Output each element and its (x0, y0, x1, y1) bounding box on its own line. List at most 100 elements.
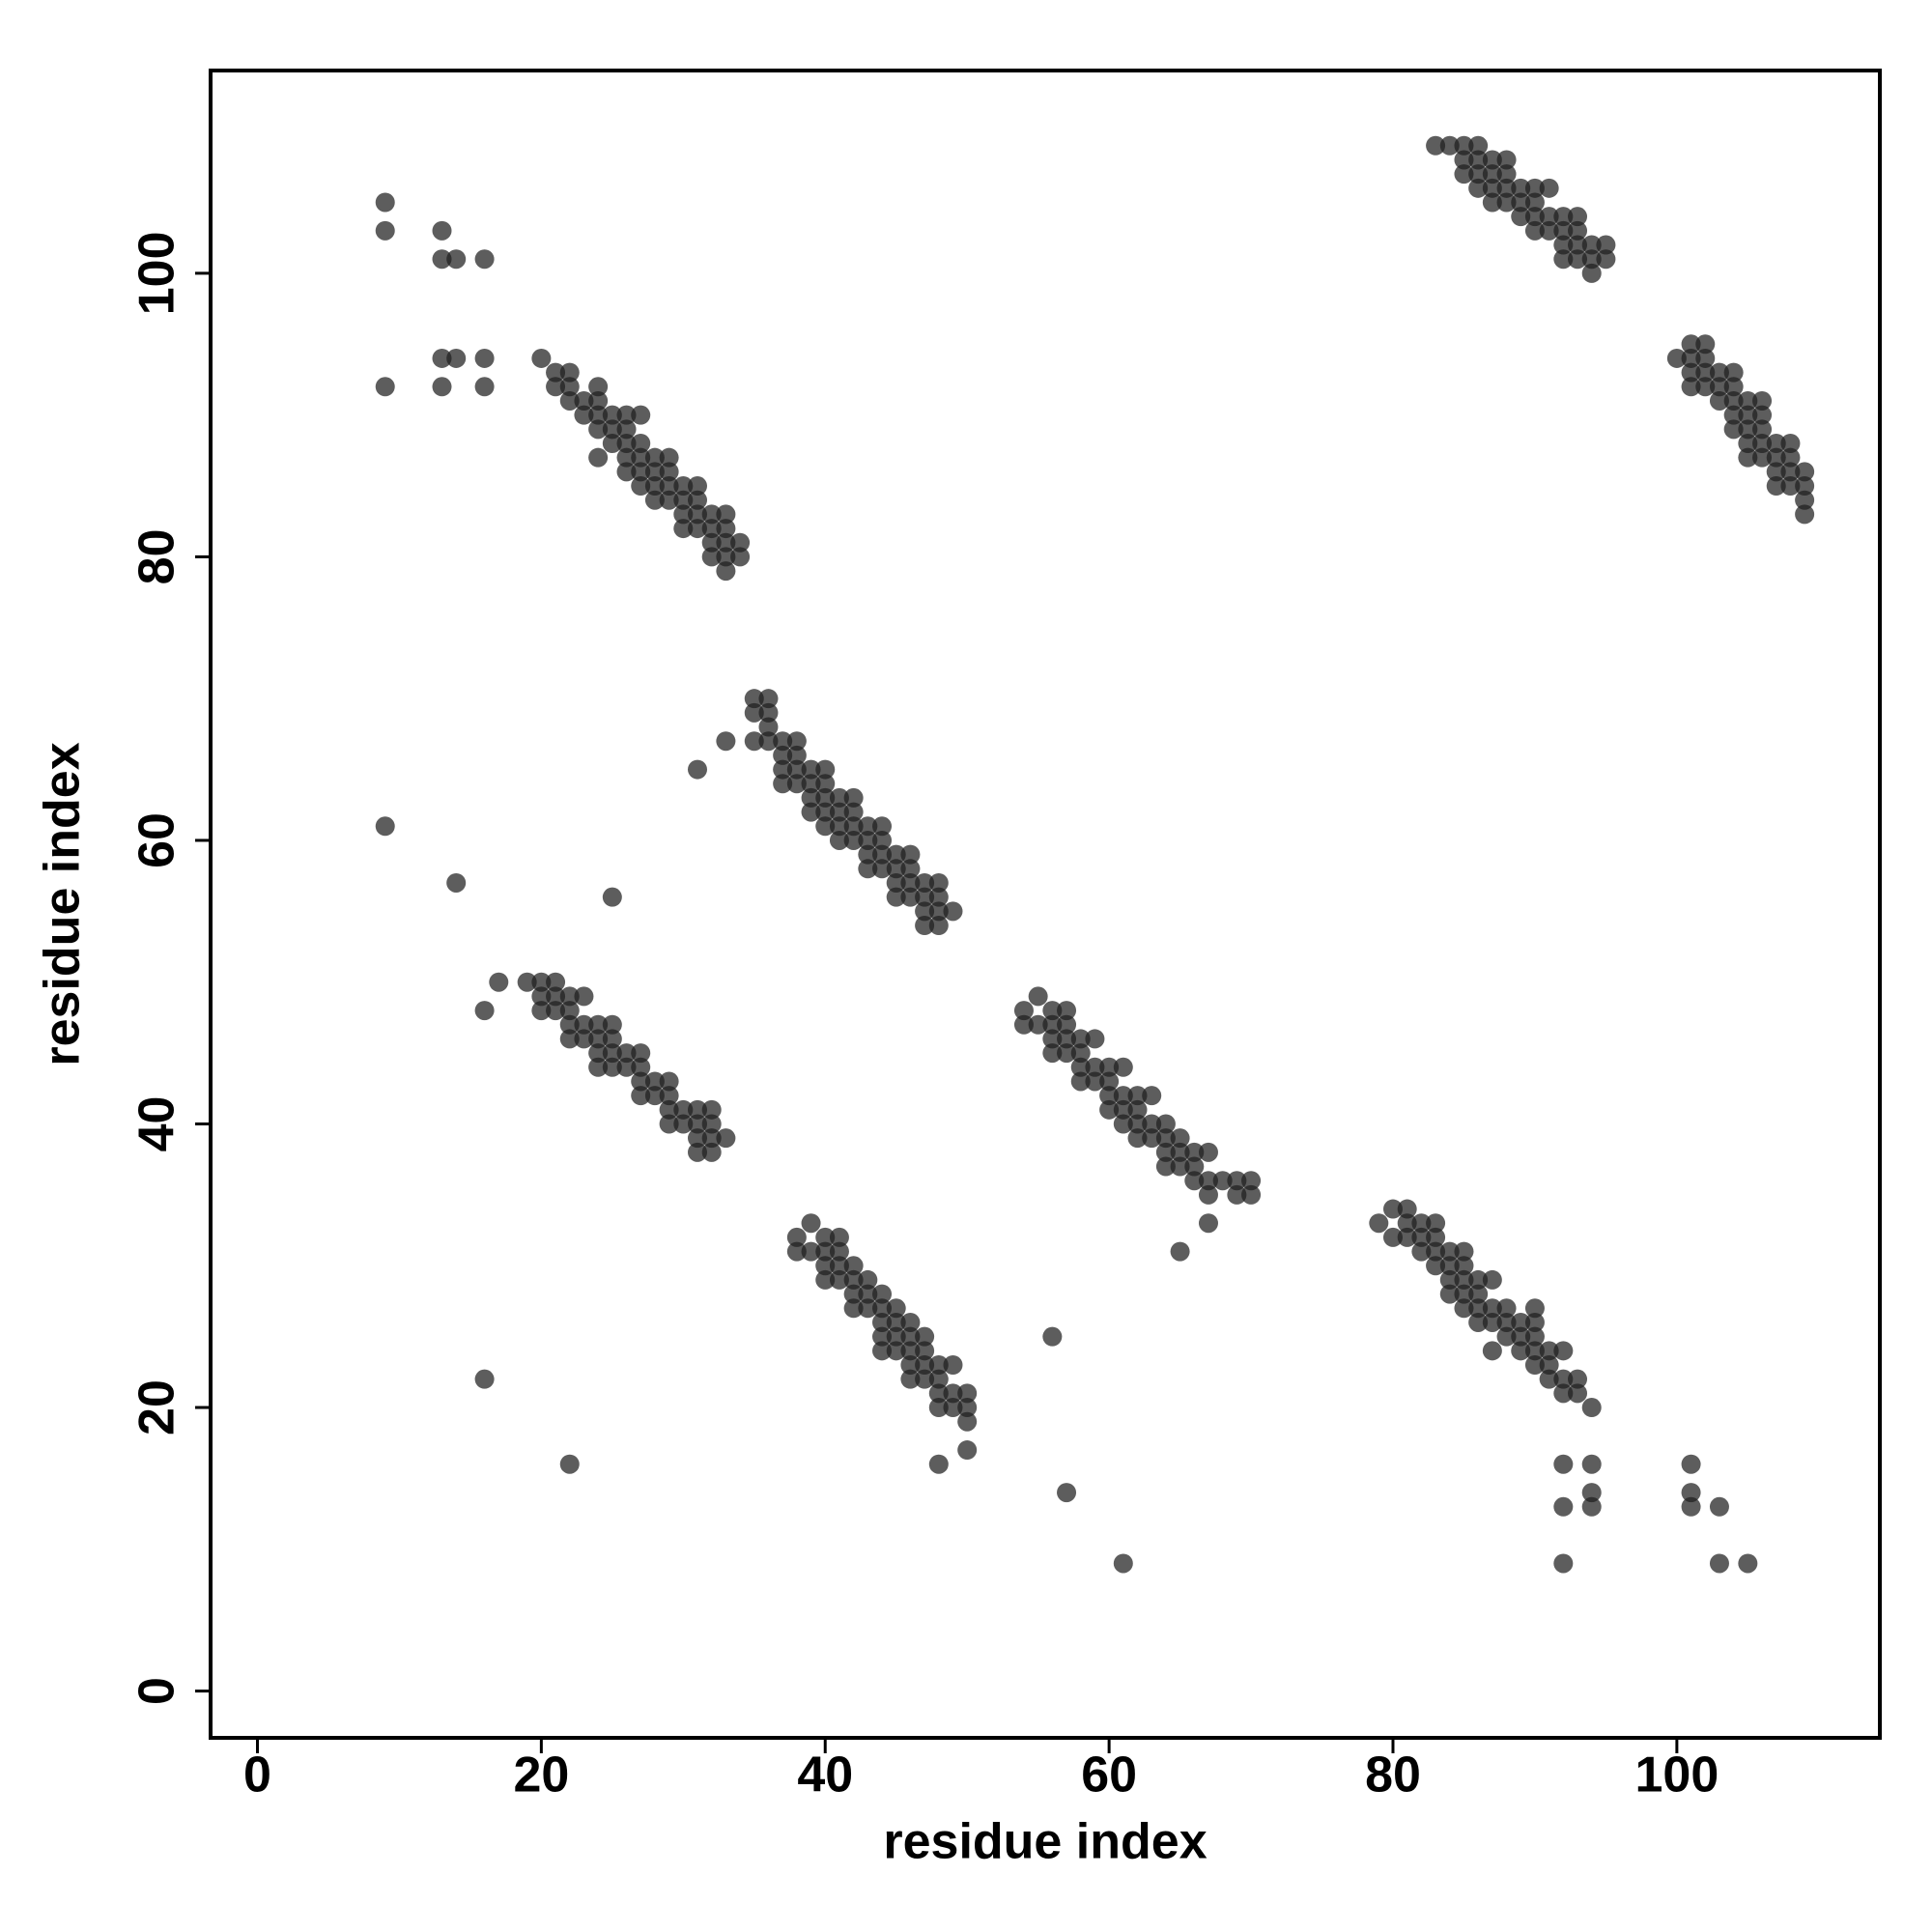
point (1113, 1086, 1133, 1106)
point (843, 1298, 864, 1319)
point (815, 1256, 836, 1276)
point (659, 1071, 679, 1092)
point (1042, 1014, 1063, 1035)
point (588, 377, 609, 397)
point (1581, 1483, 1602, 1503)
point (928, 1398, 949, 1418)
point (432, 348, 452, 368)
point (631, 1057, 651, 1077)
point (858, 830, 878, 850)
point (1568, 1383, 1588, 1404)
point (915, 916, 935, 936)
point (631, 1086, 651, 1106)
point (673, 1099, 694, 1120)
point (1581, 1496, 1602, 1517)
point (872, 859, 893, 879)
point (1524, 1326, 1545, 1347)
point (829, 787, 849, 808)
point (886, 1326, 906, 1347)
point (1070, 1029, 1091, 1049)
point (1695, 334, 1716, 355)
point (432, 249, 452, 270)
point (1709, 362, 1729, 383)
point (588, 1057, 609, 1077)
y-axis-title: residue index (35, 742, 91, 1065)
point (1142, 1086, 1162, 1106)
point (1170, 1142, 1190, 1162)
point (858, 1269, 878, 1290)
point (815, 1269, 836, 1290)
point (900, 1369, 921, 1389)
point (1568, 249, 1588, 270)
point (1099, 1057, 1120, 1077)
point (1752, 405, 1773, 425)
point (843, 830, 864, 850)
point (872, 1341, 893, 1361)
point (688, 476, 707, 497)
point (1127, 1099, 1148, 1120)
point (1155, 1128, 1176, 1149)
point (872, 830, 893, 850)
point (843, 787, 864, 808)
point (744, 702, 764, 723)
point (886, 887, 906, 907)
point (758, 731, 779, 752)
point (1752, 447, 1773, 468)
point (1426, 1241, 1446, 1262)
point (1127, 1128, 1148, 1149)
point (886, 1341, 906, 1361)
point (1113, 1099, 1133, 1120)
point (716, 504, 736, 525)
point (1468, 150, 1489, 170)
point (1496, 192, 1517, 213)
point (673, 476, 694, 497)
point (1411, 1213, 1432, 1234)
point (574, 405, 594, 425)
point (1723, 362, 1744, 383)
point (1539, 207, 1559, 227)
point (744, 731, 764, 752)
point (1709, 1496, 1729, 1517)
point (928, 1369, 949, 1389)
point (716, 561, 736, 582)
point (943, 1398, 963, 1418)
point (1482, 1312, 1502, 1332)
point (1681, 348, 1701, 368)
point (1085, 1057, 1105, 1077)
point (673, 519, 694, 539)
point (659, 1086, 679, 1106)
point (1553, 1369, 1574, 1389)
point (588, 1043, 609, 1064)
point (574, 1029, 594, 1049)
point (1496, 1298, 1517, 1319)
point (1127, 1114, 1148, 1134)
point (531, 972, 552, 992)
point (858, 1284, 878, 1304)
point (1553, 1454, 1574, 1474)
point (1028, 1014, 1048, 1035)
point (432, 377, 452, 397)
point (546, 377, 566, 397)
point (730, 532, 751, 553)
point (701, 532, 722, 553)
point (801, 1241, 821, 1262)
point (1057, 1001, 1077, 1021)
point (1099, 1071, 1120, 1092)
point (1397, 1213, 1417, 1234)
point (1482, 1341, 1502, 1361)
point (915, 1326, 935, 1347)
point (588, 405, 609, 425)
point (1766, 434, 1786, 454)
point (872, 1312, 893, 1332)
point (1496, 1326, 1517, 1347)
point (915, 1354, 935, 1375)
point (1184, 1171, 1205, 1191)
point (1581, 1398, 1602, 1418)
point (1454, 1241, 1474, 1262)
point (531, 986, 552, 1007)
point (588, 447, 609, 468)
point (928, 887, 949, 907)
point (446, 872, 467, 893)
point (815, 774, 836, 794)
point (673, 1114, 694, 1134)
